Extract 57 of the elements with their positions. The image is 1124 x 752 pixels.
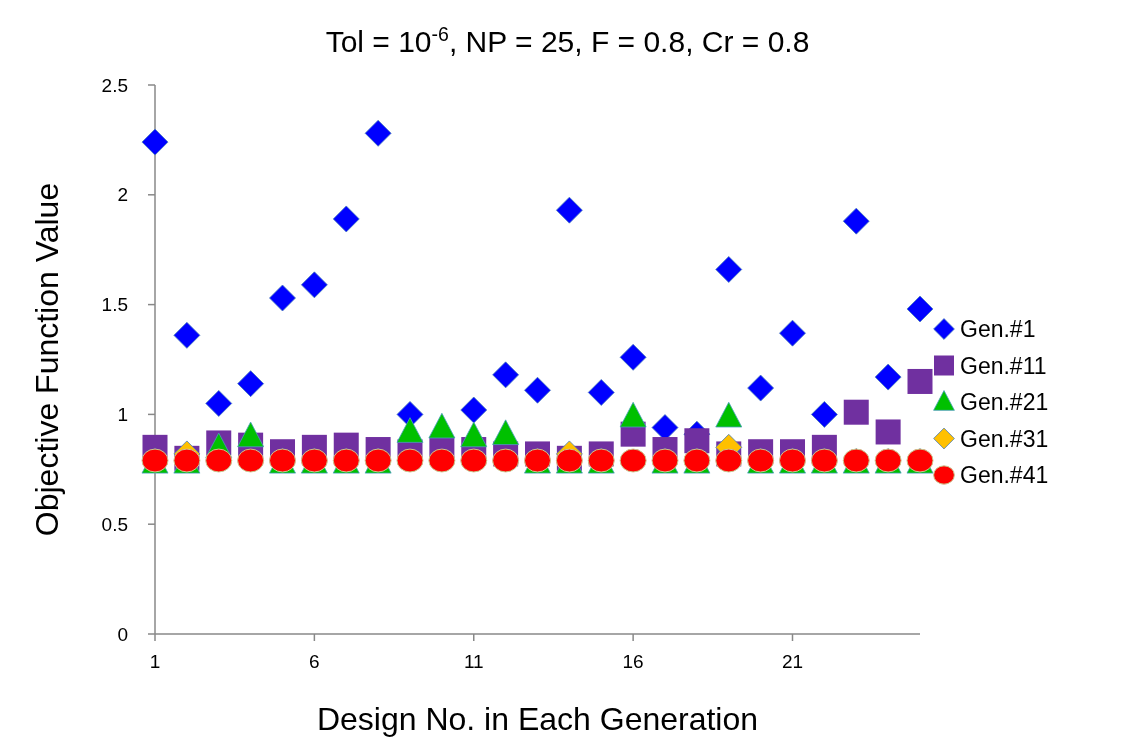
point — [428, 448, 456, 473]
point — [300, 271, 328, 299]
point — [810, 401, 838, 428]
point — [492, 448, 520, 473]
point — [141, 128, 169, 156]
y-tick-label: 0.5 — [101, 513, 128, 535]
point — [205, 390, 233, 417]
y-tick-label: 2.5 — [101, 74, 128, 96]
point — [875, 419, 901, 445]
x-tick-label: 11 — [463, 651, 484, 672]
point — [842, 207, 870, 235]
chart-title: Tol = 10$^{-6}$, NP = 25, F = 0.8, Cr = 0.8 — [325, 23, 810, 58]
x-tick-label: 6 — [309, 651, 320, 672]
point — [460, 396, 488, 424]
point — [237, 370, 265, 398]
point — [460, 448, 488, 473]
point — [428, 412, 456, 439]
point — [843, 399, 869, 425]
y-axis-title: Objective Function Value — [29, 182, 65, 537]
point — [364, 119, 392, 147]
point — [492, 361, 520, 389]
y-tick-label: 0 — [117, 623, 128, 645]
point — [555, 196, 583, 224]
legend-label: Gen.#11 — [960, 352, 1047, 379]
point — [715, 401, 743, 428]
legend-label: Gen.#21 — [960, 389, 1049, 416]
point — [874, 363, 902, 391]
point — [906, 295, 934, 323]
point — [396, 417, 424, 443]
point — [237, 448, 265, 473]
point — [524, 376, 551, 404]
point — [269, 284, 296, 312]
point — [237, 421, 265, 448]
point — [173, 321, 201, 349]
point — [492, 419, 520, 445]
point — [396, 448, 424, 473]
point — [587, 379, 615, 406]
x-tick-label: 1 — [149, 651, 161, 672]
point — [619, 343, 647, 371]
legend-label: Gen.#31 — [960, 425, 1049, 452]
y-tick-label: 1.5 — [101, 294, 128, 316]
point — [332, 205, 360, 233]
y-tick-label: 1 — [117, 404, 128, 426]
point — [619, 448, 647, 473]
point — [460, 421, 488, 448]
point — [205, 448, 233, 473]
point — [747, 374, 775, 402]
legend-label: Gen.#1 — [960, 316, 1036, 343]
x-tick-label: 21 — [781, 651, 804, 672]
y-tick-label: 2 — [117, 184, 128, 206]
point — [715, 256, 743, 283]
point — [907, 368, 933, 394]
x-tick-label: 16 — [622, 651, 644, 672]
point — [779, 319, 806, 347]
x-axis-title: Design No. in Each Generation — [316, 701, 759, 737]
legend-label: Gen.#41 — [960, 462, 1049, 489]
point — [619, 401, 647, 428]
